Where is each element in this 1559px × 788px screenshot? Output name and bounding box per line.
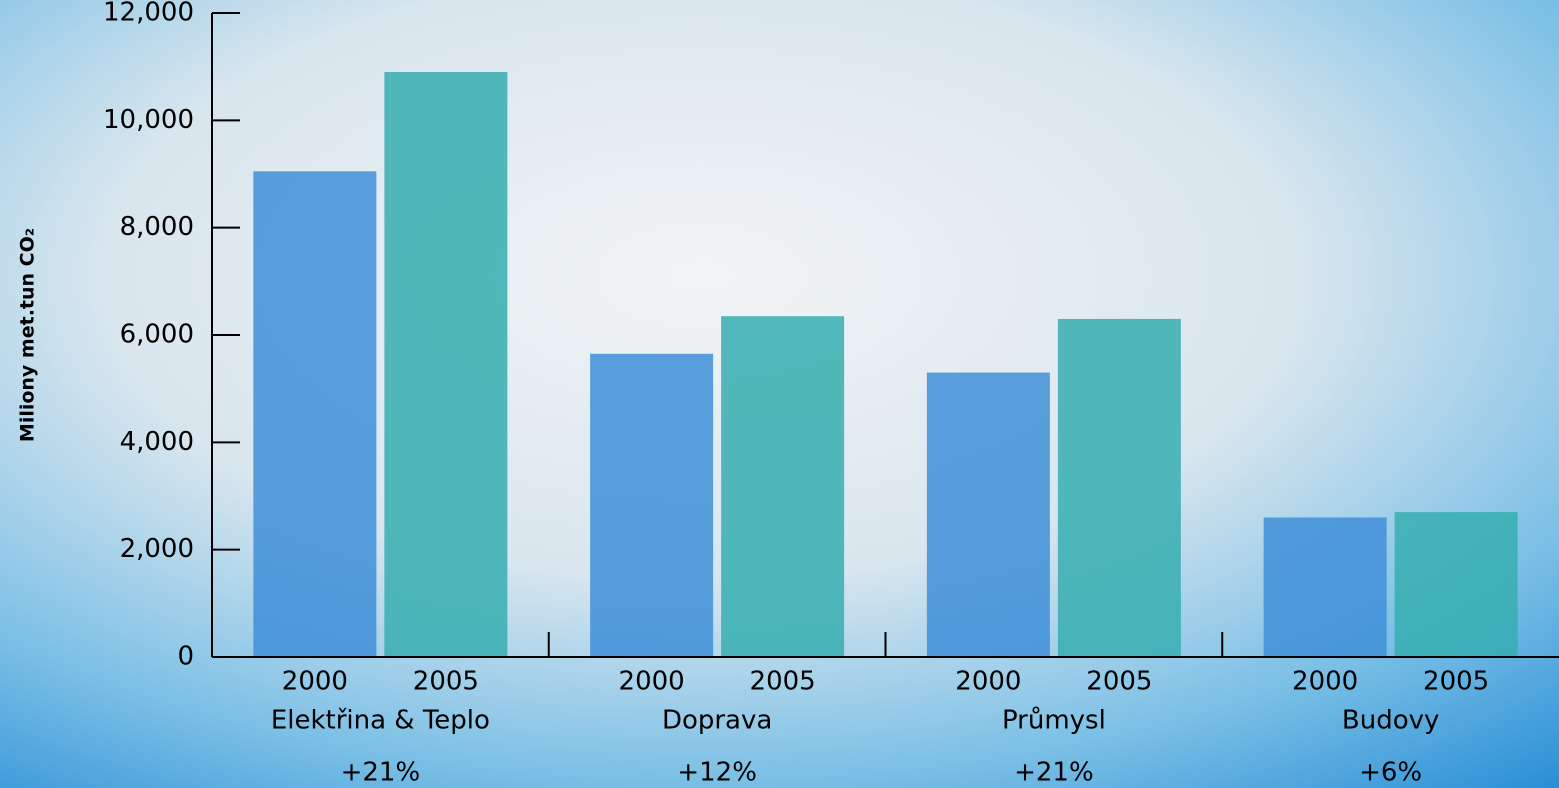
bar: [1394, 512, 1518, 657]
bar: [926, 372, 1050, 657]
series-label: 2000: [955, 667, 1021, 697]
series-label: 2000: [282, 667, 348, 697]
bar: [1263, 517, 1387, 657]
series-label: 2000: [619, 667, 685, 697]
y-tick-label: 6,000: [120, 320, 194, 350]
y-tick-label: 0: [177, 642, 194, 672]
bar: [384, 72, 508, 658]
y-tick-label: 2,000: [120, 534, 194, 564]
series-label: 2005: [750, 667, 816, 697]
series-label: 2005: [1086, 667, 1152, 697]
y-tick-label: 10,000: [103, 105, 194, 135]
series-label: 2005: [1423, 667, 1489, 697]
bar: [253, 171, 377, 658]
y-tick-label: 12,000: [103, 0, 194, 28]
x-tick-label: Průmysl: [1002, 706, 1106, 736]
y-tick-label: 4,000: [120, 427, 194, 457]
change-label: +12%: [677, 758, 757, 788]
bar: [721, 316, 845, 657]
change-label: +6%: [1359, 758, 1422, 788]
bar: [590, 353, 714, 657]
x-tick-label: Elektřina & Teplo: [271, 706, 490, 736]
y-tick-label: 8,000: [120, 212, 194, 242]
series-label: 2000: [1292, 667, 1358, 697]
x-tick-label: Budovy: [1342, 706, 1440, 736]
change-label: +21%: [341, 758, 421, 788]
x-tick-label: Doprava: [662, 706, 772, 736]
change-label: +21%: [1014, 758, 1094, 788]
series-label: 2005: [413, 667, 479, 697]
y-axis-label: Miliony met.tun CO₂: [17, 228, 39, 442]
bar: [1057, 318, 1181, 657]
